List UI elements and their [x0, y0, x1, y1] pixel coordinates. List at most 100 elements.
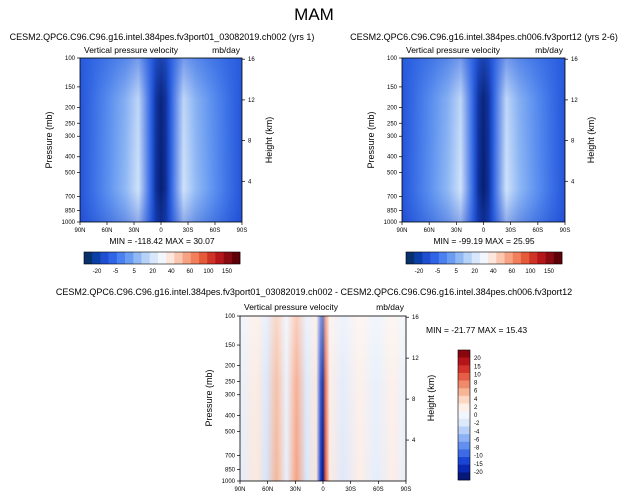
panel-3-ytick-label: 700 [225, 453, 236, 459]
panel-3-xtick-label: 0 [321, 487, 325, 493]
panel-3-xtick-label: 30S [345, 487, 356, 493]
panel-2-xtick-label: 0 [482, 228, 486, 234]
panel-2-ytick-label: 700 [387, 195, 398, 201]
panel-2-colorbar-swatch [545, 252, 555, 264]
panel-3-colorbar-label: 2 [474, 405, 478, 411]
panel-1-y2tick-label: 16 [248, 57, 255, 63]
panel-1-colorbar-swatch [116, 252, 126, 264]
panel-1-colorbar-swatch [84, 252, 93, 264]
panel-3-ytick-label: 250 [225, 380, 236, 386]
panel-2-y2label: Height (km) [586, 117, 596, 164]
panel-3-stats: MIN = -21.77 MAX = 15.43 [426, 325, 527, 335]
panel-3-colorbar-label: -20 [474, 470, 483, 476]
panel-2-colorbar-swatch [455, 252, 464, 264]
panel-1-colorbar-swatch [100, 252, 109, 264]
panel-3-ytick-label: 150 [225, 343, 236, 349]
panel-3-colorbar-swatch [458, 380, 470, 389]
panel-1-colorbar-label: -5 [113, 269, 119, 275]
panel-2-title: CESM2.QPC6.C96.C96.g16.intel.384pes.ch00… [350, 32, 618, 42]
panel-2-left-label: Vertical pressure velocity [406, 45, 501, 55]
panel-2-ytick-label: 250 [387, 121, 398, 127]
panel-1-colorbar-swatch [108, 252, 118, 264]
panel-1-ytick-label: 850 [65, 208, 76, 214]
panel-1-xtick-label: 90N [74, 228, 85, 234]
panel-3-colorbar-label: 10 [474, 372, 481, 378]
panel-3-colorbar-swatch [458, 388, 470, 397]
panel-3-ytick-label: 1000 [222, 479, 236, 485]
panel-1-colorbar-label: 40 [168, 269, 175, 275]
panel-1-colorbar-swatch [149, 252, 159, 264]
panel-3-colorbar-swatch [458, 411, 470, 420]
panel-1-ytick-label: 300 [65, 134, 76, 140]
panel-1-ytick-label: 150 [65, 85, 76, 91]
panel-3-colorbar-swatch [458, 395, 470, 404]
panel-3-colorbar-label: 6 [474, 389, 478, 395]
panel-1-stats: MIN = -118.42 MAX = 30.07 [109, 236, 214, 246]
panel-1-colorbar-label: 100 [203, 269, 214, 275]
panel-2-colorbar-swatch [537, 252, 546, 264]
panel-2-colorbar-label: -5 [435, 269, 441, 275]
panel-2-colorbar-swatch [471, 252, 481, 264]
panel-1-y2tick-label: 8 [248, 139, 252, 145]
panel-1-y2tick-label: 12 [248, 98, 255, 104]
panel-3-colorbar-label: -15 [474, 462, 483, 468]
panel-1-colorbar-swatch [182, 252, 192, 264]
panel-2-colorbar-label: 150 [544, 269, 555, 275]
panel-1-xtick-label: 30S [183, 228, 194, 234]
panel-3-xtick-label: 90N [234, 487, 245, 493]
panel-1-xtick-label: 60S [210, 228, 221, 234]
panel-3-ytick-label: 300 [225, 393, 236, 399]
panel-1-colorbar-swatch [174, 252, 183, 264]
panel-3-colorbar-label: -6 [474, 437, 480, 443]
panel-1-ytick-label: 500 [65, 171, 76, 177]
panel-2-colorbar-label: 60 [509, 269, 516, 275]
panel-1-colorbar-label: 20 [149, 269, 156, 275]
panel-1-xtick-label: 30N [128, 228, 139, 234]
panel-2-ytick-label: 200 [387, 105, 398, 111]
panel-1-ytick-label: 400 [65, 155, 76, 161]
panel-1-field-shade [80, 58, 242, 222]
panel-1-y2tick-label: 4 [248, 179, 252, 185]
panel-3-xtick-label: 90S [401, 487, 412, 493]
panel-1-ytick-label: 700 [65, 195, 76, 201]
panel-3-colorbar-swatch [458, 357, 470, 366]
panel-3-colorbar-swatch [458, 464, 470, 473]
panel-2-ytick-label: 100 [387, 56, 398, 62]
panel-2-colorbar-swatch [529, 252, 538, 264]
panel-2-y2tick-label: 16 [571, 57, 578, 63]
panel-2-colorbar-swatch [520, 252, 530, 264]
panel-1-xtick-label: 0 [159, 228, 163, 234]
panel-1-ytick-label: 100 [65, 56, 76, 62]
panel-2-colorbar-swatch [430, 252, 440, 264]
panel-2-colorbar-swatch [463, 252, 472, 264]
panel-1-ytick-label: 1000 [62, 220, 76, 226]
panel-2-colorbar-swatch [496, 252, 505, 264]
panel-3-colorbar-swatch [458, 457, 470, 466]
panel-3-colorbar-swatch [458, 441, 470, 450]
panel-2-colorbar-swatch [406, 252, 415, 264]
panel-3-colorbar-swatch [458, 449, 470, 458]
panel-1-colorbar-swatch [125, 252, 134, 264]
panel-3-field-shade [240, 316, 406, 481]
panel-1-colorbar-frame [83, 251, 241, 265]
panel-3-colorbar-label: -10 [474, 454, 483, 460]
panel-3-colorbar-label: -8 [474, 446, 480, 452]
panel-3-ylabel: Pressure (mb) [204, 369, 214, 426]
panel-3-colorbar-label: -4 [474, 429, 480, 435]
panel-3-right-label: mb/day [376, 302, 405, 312]
panel-1-colorbar-label: 150 [222, 269, 233, 275]
panel-3-colorbar-label: 15 [474, 364, 481, 370]
panel-2-ytick-label: 850 [387, 208, 398, 214]
panel-2-colorbar-swatch [414, 252, 423, 264]
panel-2-colorbar-label: 20 [471, 269, 478, 275]
panel-2-ytick-label: 500 [387, 171, 398, 177]
panel-1-ytick-label: 250 [65, 121, 76, 127]
panel-1-colorbar-label: -20 [93, 269, 102, 275]
panel-1-colorbar-swatch [166, 252, 175, 264]
panel-3-ytick-label: 100 [225, 314, 236, 320]
panel-3-ytick-label: 850 [225, 467, 236, 473]
panel-3-y2tick-label: 4 [412, 438, 416, 444]
panel-1-colorbar-swatch [231, 252, 241, 264]
panel-1-colorbar-swatch [198, 252, 208, 264]
panel-2-y2tick-label: 12 [571, 98, 578, 104]
